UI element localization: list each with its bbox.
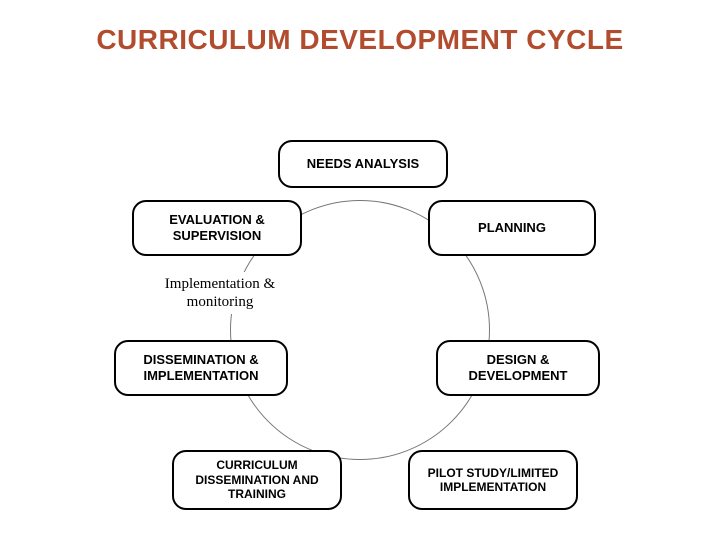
node-label: DISSEMINATION & IMPLEMENTATION (124, 352, 278, 383)
node-needs: NEEDS ANALYSIS (278, 140, 448, 188)
page-title: CURRICULUM DEVELOPMENT CYCLE (0, 24, 720, 56)
node-implementation-monitoring: Implementation & monitoring (140, 272, 300, 314)
node-curriculum-training: CURRICULUM DISSEMINATION AND TRAINING (172, 450, 342, 510)
node-pilot: PILOT STUDY/LIMITED IMPLEMENTATION (408, 450, 578, 510)
node-label: CURRICULUM DISSEMINATION AND TRAINING (182, 458, 332, 501)
node-evaluation: EVALUATION & SUPERVISION (132, 200, 302, 256)
node-label: Implementation & monitoring (148, 275, 292, 311)
node-label: EVALUATION & SUPERVISION (142, 212, 292, 243)
node-label: NEEDS ANALYSIS (307, 156, 419, 172)
node-design: DESIGN & DEVELOPMENT (436, 340, 600, 396)
node-planning: PLANNING (428, 200, 596, 256)
node-label: DESIGN & DEVELOPMENT (446, 352, 590, 383)
node-dissemination: DISSEMINATION & IMPLEMENTATION (114, 340, 288, 396)
node-label: PLANNING (478, 220, 546, 236)
node-label: PILOT STUDY/LIMITED IMPLEMENTATION (418, 466, 568, 495)
